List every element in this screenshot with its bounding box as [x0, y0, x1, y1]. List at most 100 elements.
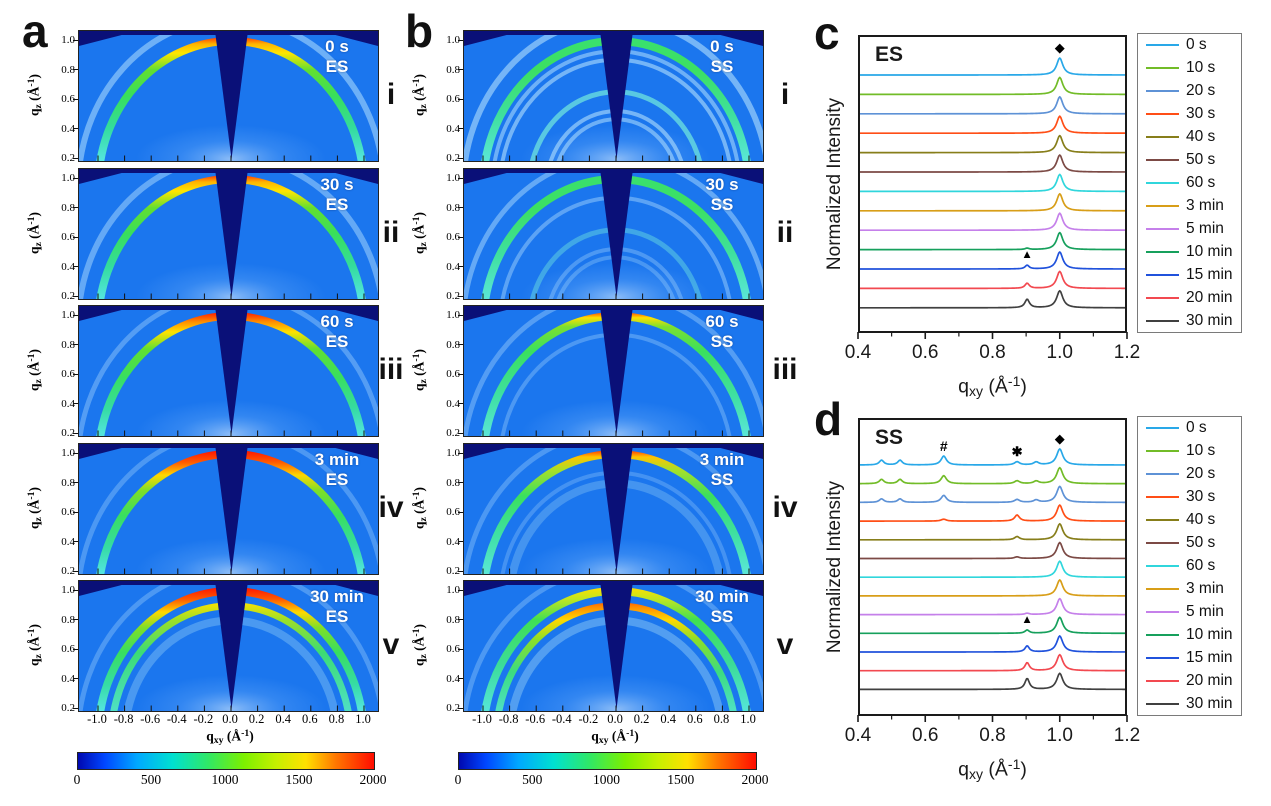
beamstop-wedge [215, 31, 248, 159]
colorbar-tick-label: 2000 [741, 772, 769, 787]
y-axis-tick-mark [73, 678, 78, 679]
chart-x-tick-label: 1.0 [1046, 725, 1073, 746]
series-line-30s [858, 115, 1127, 135]
series-line-10s [858, 76, 1127, 96]
y-axis-tick-label: 0.2 [61, 565, 75, 577]
legend-label: 60 s [1186, 556, 1216, 574]
y-axis-tick-mark [73, 157, 78, 159]
legend-item: 10 min [1138, 243, 1241, 261]
x-axis-tick-label: 0.2 [248, 712, 265, 726]
x-axis-tick-label: -0.2 [578, 712, 599, 726]
y-axis-tick-label: 1.0 [61, 447, 75, 459]
giwaxs-image-b-i [463, 30, 764, 162]
x-axis-tick-label: -0.4 [551, 712, 572, 726]
y-axis-tick-label: 0.8 [61, 613, 75, 626]
legend-line [1146, 319, 1179, 322]
time-label: 3 min [314, 450, 360, 469]
legend-line [1146, 159, 1179, 162]
legend-line [1146, 44, 1179, 47]
x-axis-tick-label: -0.4 [166, 712, 187, 726]
legend-label: 20 s [1186, 465, 1216, 483]
panel-label: 60 s SS [690, 312, 754, 352]
time-label: 30 s [705, 175, 739, 194]
legend-label: 0 s [1186, 36, 1207, 54]
marker-hash-icon: # [939, 438, 948, 455]
y-axis-tick-label: 0.4 [446, 397, 460, 410]
sample-label: SS [710, 195, 734, 214]
legend-item: 15 min [1138, 266, 1241, 284]
giwaxs-image-b-iii [463, 305, 764, 437]
colorbar-tick-label: 1500 [667, 772, 695, 787]
chart-y-axis-label: Normalized Intensity [824, 97, 845, 271]
y-axis-tick-label: 0.4 [61, 535, 75, 548]
legend-line [1146, 656, 1179, 659]
x-axis-tick-label: 0.6 [686, 712, 703, 726]
sample-label: SS [710, 332, 734, 351]
series-line-30min [858, 672, 1127, 691]
legend-label: 3 min [1186, 196, 1224, 214]
giwaxs-image-a-v [78, 580, 379, 712]
legend-label: 40 s [1186, 128, 1216, 146]
legend-item: 10 s [1138, 59, 1241, 77]
series-line-10min [858, 616, 1127, 635]
marker-star-icon: ✱ [1011, 443, 1023, 459]
giwaxs-image-b-v [463, 580, 764, 712]
y-axis-tick-label: 0.6 [446, 368, 460, 380]
y-axis-tick-label: 0.2 [446, 702, 460, 714]
y-axis-tick-mark [458, 707, 463, 709]
chart-x-axis-label: qxy (Å-1) [958, 756, 1027, 783]
colorbar-tick-label: 500 [522, 772, 543, 787]
legend-line [1146, 679, 1179, 682]
y-axis-tick-mark [73, 452, 78, 454]
chart-x-tick-label: 0.8 [979, 725, 1006, 746]
y-axis-label: qz (Å-1) [26, 211, 45, 255]
y-axis-tick-mark [458, 236, 463, 238]
x-axis-label: qxy (Å-1) [206, 728, 254, 747]
legend-item: 5 min [1138, 220, 1241, 238]
series-line-10s [857, 466, 1127, 485]
y-axis-tick-label: 0.4 [446, 260, 460, 273]
y-axis-tick-mark [73, 128, 78, 129]
y-axis-label: qz (Å-1) [411, 348, 430, 392]
y-axis-tick-mark [73, 98, 78, 100]
y-axis-tick-mark [458, 157, 463, 159]
y-axis-tick-mark [458, 589, 463, 591]
colorbar-b [458, 752, 757, 770]
y-axis-tick-label: 0.8 [446, 613, 460, 626]
legend-line [1146, 473, 1179, 476]
y-axis-tick-label: 1.0 [61, 34, 75, 46]
y-axis-tick-label: 1.0 [446, 584, 460, 596]
y-axis-tick-label: 0.4 [446, 672, 460, 685]
legend-item: 60 s [1138, 557, 1241, 575]
giwaxs-image-b-iv [463, 443, 764, 575]
chart-x-tick-label: 0.4 [844, 725, 872, 746]
series-line-15min [858, 251, 1127, 270]
sample-label: ES [325, 195, 349, 214]
legend-label: 10 s [1186, 442, 1216, 460]
y-axis-tick-label: 0.2 [446, 565, 460, 577]
y-axis-tick-mark [458, 570, 463, 572]
legend-line [1146, 296, 1179, 299]
y-axis-tick-mark [73, 295, 78, 297]
y-axis-tick-mark [73, 266, 78, 267]
y-axis-tick-mark [73, 619, 78, 620]
beamstop-wedge [600, 581, 633, 709]
panel-label: 0 s ES [305, 37, 369, 77]
y-axis-tick-mark [73, 570, 78, 572]
y-axis-tick-label: 0.8 [61, 201, 75, 214]
y-axis-tick-label: 0.6 [61, 93, 75, 105]
beamstop-wedge [215, 306, 248, 434]
x-axis-tick-label: 0.0 [222, 712, 238, 726]
y-axis-tick-mark [458, 344, 463, 345]
y-axis-tick-label: 0.6 [61, 506, 75, 518]
colorbar-tick-label: 1500 [285, 772, 313, 787]
time-label: 60 s [320, 312, 354, 331]
legend-line [1146, 564, 1179, 567]
y-axis-tick-label: 0.2 [446, 290, 460, 302]
y-axis-tick-mark [458, 207, 463, 208]
x-axis-tick-label: 0.4 [660, 712, 676, 726]
legend-label: 50 s [1186, 534, 1216, 552]
legend-line [1146, 250, 1179, 253]
legend-line [1146, 181, 1179, 184]
legend-label: 5 min [1186, 219, 1224, 237]
